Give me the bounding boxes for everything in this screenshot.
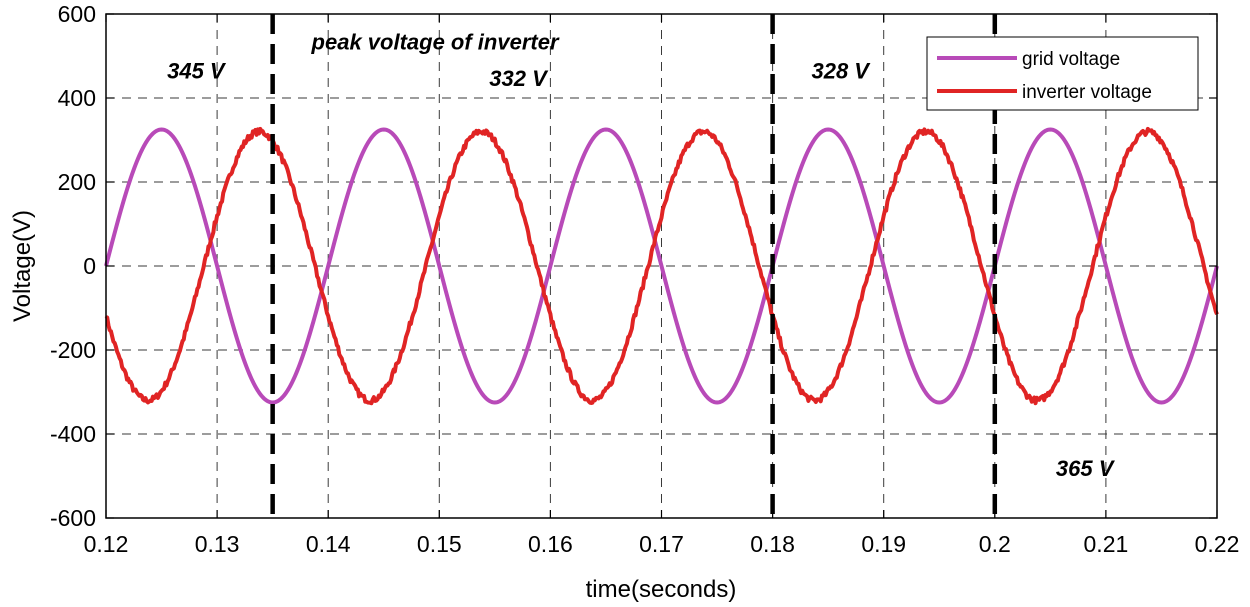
x-tick-label: 0.18 (750, 531, 795, 557)
annotation-label: 328 V (811, 58, 871, 83)
x-tick-label: 0.2 (979, 531, 1011, 557)
y-tick-label: 400 (58, 85, 96, 111)
tick-layer: 0.12 0.13 0.14 0.15 0.16 0.17 0.18 0.19 0.2 0.21 0… (50, 1, 1239, 557)
y-tick-label: 600 (58, 1, 96, 27)
y-tick-label: -200 (50, 337, 96, 363)
y-axis-label: Voltage(V) (9, 210, 36, 322)
x-tick-label: 0.19 (861, 531, 906, 557)
legend-box (926, 36, 1199, 111)
x-tick-label: 0.12 (84, 531, 129, 557)
legend: grid voltage inverter voltage (926, 36, 1199, 111)
x-tick-label: 0.17 (639, 531, 684, 557)
x-tick-label: 0.14 (306, 531, 351, 557)
x-tick-label: 0.22 (1195, 531, 1240, 557)
y-tick-label: -600 (50, 505, 96, 531)
series-line-inverter-voltage (104, 126, 1219, 406)
series-line-grid-voltage (104, 127, 1219, 405)
x-tick-label: 0.21 (1084, 531, 1129, 557)
annotation-layer: peak voltage of inverter 345 V 332 V 328 V 3… (167, 30, 1116, 481)
y-tick-label: -400 (50, 421, 96, 447)
y-tick-label: 0 (83, 253, 96, 279)
x-tick-label: 0.13 (195, 531, 240, 557)
annotation-label: 365 V (1056, 456, 1116, 481)
x-tick-label: 0.15 (417, 531, 462, 557)
x-tick-label: 0.16 (528, 531, 573, 557)
y-tick-label: 200 (58, 169, 96, 195)
legend-label-grid-voltage: grid voltage (1022, 49, 1120, 70)
series-layer (104, 126, 1219, 406)
annotation-label: peak voltage of inverter (311, 30, 560, 55)
marker-layer (270, 14, 998, 518)
annotation-label: 332 V (489, 66, 549, 91)
legend-label-inverter-voltage: inverter voltage (1022, 82, 1152, 103)
x-axis-label: time(seconds) (586, 576, 737, 603)
annotation-label: 345 V (167, 58, 227, 83)
